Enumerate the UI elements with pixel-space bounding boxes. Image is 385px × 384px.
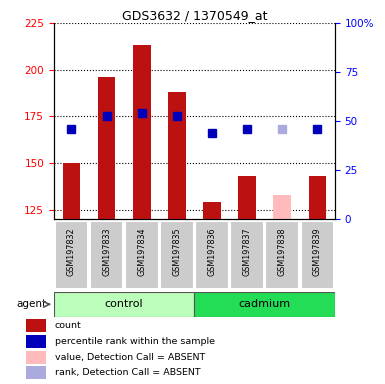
Text: GSM197834: GSM197834 [137, 228, 146, 276]
FancyBboxPatch shape [230, 222, 264, 289]
Text: value, Detection Call = ABSENT: value, Detection Call = ABSENT [55, 353, 205, 362]
Text: percentile rank within the sample: percentile rank within the sample [55, 337, 215, 346]
Bar [26, 351, 46, 364]
Bar [26, 366, 46, 379]
FancyBboxPatch shape [160, 222, 194, 289]
Bar [133, 45, 151, 219]
FancyBboxPatch shape [194, 292, 335, 317]
Bar [203, 202, 221, 219]
FancyBboxPatch shape [301, 222, 334, 289]
Bar [168, 92, 186, 219]
FancyBboxPatch shape [265, 222, 299, 289]
Text: GSM197836: GSM197836 [208, 228, 216, 276]
Bar [273, 195, 291, 219]
Bar [63, 163, 80, 219]
Bar [238, 176, 256, 219]
FancyBboxPatch shape [54, 292, 194, 317]
Text: rank, Detection Call = ABSENT: rank, Detection Call = ABSENT [55, 368, 201, 377]
Text: cadmium: cadmium [239, 299, 291, 310]
Text: control: control [105, 299, 144, 310]
Title: GDS3632 / 1370549_at: GDS3632 / 1370549_at [122, 9, 267, 22]
Text: count: count [55, 321, 82, 330]
Text: GSM197838: GSM197838 [278, 228, 287, 276]
Bar [98, 77, 116, 219]
Text: GSM197837: GSM197837 [243, 228, 252, 276]
Text: GSM197832: GSM197832 [67, 228, 76, 276]
Text: GSM197833: GSM197833 [102, 228, 111, 276]
Bar [26, 335, 46, 348]
FancyBboxPatch shape [125, 222, 159, 289]
FancyBboxPatch shape [90, 222, 124, 289]
Text: GSM197839: GSM197839 [313, 228, 322, 276]
Bar [309, 176, 326, 219]
Text: GSM197835: GSM197835 [172, 228, 181, 276]
Text: agent: agent [17, 299, 47, 310]
Bar [26, 319, 46, 333]
FancyBboxPatch shape [55, 222, 88, 289]
FancyBboxPatch shape [195, 222, 229, 289]
